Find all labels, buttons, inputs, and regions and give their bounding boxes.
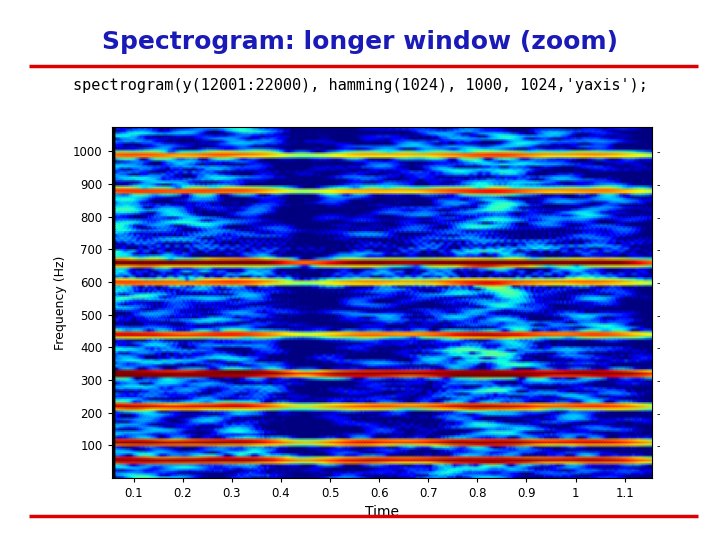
Text: Spectrogram: longer window (zoom): Spectrogram: longer window (zoom)	[102, 30, 618, 53]
Text: spectrogram(y(12001:22000), hamming(1024), 1000, 1024,'yaxis');: spectrogram(y(12001:22000), hamming(1024…	[73, 78, 647, 93]
Y-axis label: Frequency (Hz): Frequency (Hz)	[55, 255, 68, 349]
X-axis label: Time: Time	[364, 505, 399, 519]
